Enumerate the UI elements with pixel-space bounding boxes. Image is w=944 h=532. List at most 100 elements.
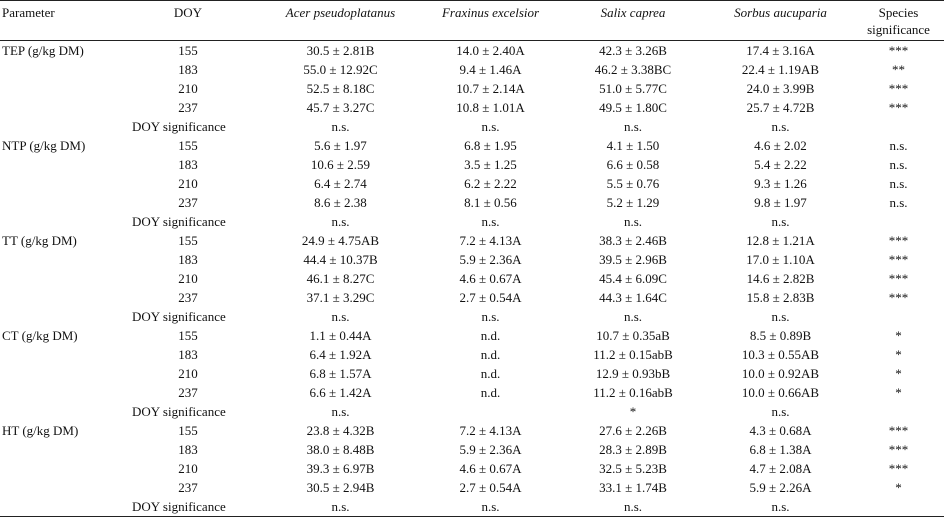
doy-cell: 210 — [178, 461, 198, 476]
value-cell: 46.1 ± 8.27C — [306, 271, 375, 286]
value-cell: 5.9 ± 2.36A — [459, 252, 522, 267]
parameter-cell — [0, 193, 118, 212]
table-row: 237 30.5 ± 2.94B 2.7 ± 0.54A 33.1 ± 1.74B 5.… — [0, 478, 944, 497]
doy-significance-value: n.s. — [331, 119, 350, 134]
doy-significance-value: n.s. — [623, 214, 643, 229]
doy-significance-value: n.s. — [771, 309, 790, 324]
value-cell: 9.3 ± 1.26 — [754, 176, 807, 191]
parameter-cell — [0, 478, 118, 497]
doy-cell: 183 — [178, 157, 198, 172]
value-cell: 6.4 ± 2.74 — [314, 176, 367, 191]
table-row: NTP (g/kg DM) 155 5.6 ± 1.97 6.8 ± 1.95 4.1 … — [0, 136, 944, 155]
doy-significance-value: n.s. — [623, 119, 643, 134]
parameter-cell — [0, 269, 118, 288]
value-cell: 14.6 ± 2.82B — [746, 271, 815, 286]
species-significance-cell: n.s. — [889, 176, 908, 191]
table-row: CT (g/kg DM) 155 1.1 ± 0.44A n.d. 10.7 ± 0.3… — [0, 326, 944, 345]
doy-significance-value: n.s. — [331, 214, 350, 229]
value-cell: 10.8 ± 1.01A — [456, 100, 525, 115]
value-cell: n.d. — [480, 328, 501, 343]
doy-significance-value: n.s. — [623, 499, 643, 514]
value-cell: 52.5 ± 8.18C — [306, 81, 375, 96]
species-significance-cell: n.s. — [889, 157, 908, 172]
empty-cell — [0, 497, 118, 517]
species-significance-cell: * — [895, 347, 902, 362]
value-cell: 15.8 ± 2.83B — [746, 290, 815, 305]
value-cell: 39.5 ± 2.96B — [599, 252, 667, 267]
value-cell: 9.4 ± 1.46A — [459, 62, 522, 77]
empty-cell — [853, 117, 944, 136]
table-row: 183 44.4 ± 10.37B 5.9 ± 2.36A 39.5 ± 2.96B 1… — [0, 250, 944, 269]
parameter-cell — [0, 459, 118, 478]
value-cell: 24.0 ± 3.99B — [746, 81, 815, 96]
doy-significance-value: n.s. — [331, 404, 350, 419]
parameter-cell — [0, 98, 118, 117]
value-cell: 6.8 ± 1.38A — [749, 442, 812, 457]
doy-cell: 155 — [178, 138, 198, 153]
header-species-sorbus: Sorbus aucuparia — [708, 0, 853, 41]
value-cell: 30.5 ± 2.81B — [306, 43, 375, 58]
value-cell: 9.8 ± 1.97 — [754, 195, 807, 210]
value-cell: 49.5 ± 1.80C — [599, 100, 667, 115]
doy-cell: 237 — [178, 385, 198, 400]
value-cell: 11.2 ± 0.15abB — [593, 347, 673, 362]
doy-significance-value: n.s. — [331, 309, 350, 324]
doy-significance-value — [423, 402, 558, 421]
table-row: 210 46.1 ± 8.27C 4.6 ± 0.67A 45.4 ± 6.09C 14… — [0, 269, 944, 288]
doy-significance-label: DOY significance — [132, 309, 226, 324]
value-cell: 6.6 ± 0.58 — [606, 157, 660, 172]
value-cell: 10.0 ± 0.92AB — [741, 366, 820, 381]
doy-significance-row: DOY significance n.s. * n.s. — [0, 402, 944, 421]
value-cell: 10.7 ± 0.35aB — [596, 328, 670, 343]
species-significance-cell: n.s. — [889, 138, 908, 153]
table-row: TT (g/kg DM) 155 24.9 ± 4.75AB 7.2 ± 4.13A 3… — [0, 231, 944, 250]
species-significance-cell: * — [895, 366, 902, 381]
parameter-cell: NTP (g/kg DM) — [2, 138, 86, 153]
parameter-cell — [0, 345, 118, 364]
value-cell: 8.1 ± 0.56 — [464, 195, 517, 210]
doy-significance-value: n.s. — [481, 214, 500, 229]
parameter-cell — [0, 383, 118, 402]
empty-cell — [0, 212, 118, 231]
doy-significance-value: n.s. — [481, 119, 500, 134]
doy-significance-value: * — [629, 404, 637, 419]
empty-cell — [853, 497, 944, 517]
doy-cell: 210 — [178, 176, 198, 191]
doy-significance-label: DOY significance — [132, 119, 226, 134]
doy-significance-label: DOY significance — [132, 404, 226, 419]
parameter-cell: TEP (g/kg DM) — [2, 43, 84, 58]
value-cell: 10.0 ± 0.66AB — [741, 385, 820, 400]
value-cell: 4.6 ± 2.02 — [754, 138, 807, 153]
table-row: 237 8.6 ± 2.38 8.1 ± 0.56 5.2 ± 1.29 9.8 ± 1… — [0, 193, 944, 212]
table-row: 210 6.8 ± 1.57A n.d. 12.9 ± 0.93bB 10.0 ± 0.… — [0, 364, 944, 383]
parameter-cell — [0, 174, 118, 193]
table-header: Parameter DOY Acer pseudoplatanus Fraxin… — [0, 0, 944, 41]
doy-significance-value: n.s. — [771, 404, 790, 419]
value-cell: 32.5 ± 5.23B — [599, 461, 667, 476]
parameter-cell — [0, 155, 118, 174]
value-cell: 12.9 ± 0.93bB — [595, 366, 671, 381]
header-species-salix: Salix caprea — [558, 0, 708, 41]
species-significance-cell: * — [895, 385, 902, 400]
species-significance-cell: * — [895, 328, 902, 343]
doy-cell: 237 — [178, 195, 198, 210]
doy-significance-value: n.s. — [771, 119, 790, 134]
doy-cell: 237 — [178, 480, 198, 495]
doy-cell: 183 — [178, 252, 198, 267]
value-cell: 7.2 ± 4.13A — [459, 233, 522, 248]
value-cell: 4.3 ± 0.68A — [749, 423, 812, 438]
doy-significance-row: DOY significance n.s. n.s. n.s. n.s. — [0, 497, 944, 517]
empty-cell — [0, 307, 118, 326]
parameter-cell: CT (g/kg DM) — [2, 328, 78, 343]
value-cell: 5.9 ± 2.36A — [459, 442, 522, 457]
table-body: TEP (g/kg DM) 155 30.5 ± 2.81B 14.0 ± 2.40A… — [0, 41, 944, 517]
doy-cell: 155 — [178, 233, 198, 248]
value-cell: 4.6 ± 0.67A — [459, 271, 522, 286]
value-cell: 10.7 ± 2.14A — [456, 81, 525, 96]
value-cell: 5.5 ± 0.76 — [606, 176, 660, 191]
doy-significance-row: DOY significance n.s. n.s. n.s. n.s. — [0, 212, 944, 231]
table-row: 237 37.1 ± 3.29C 2.7 ± 0.54A 44.3 ± 1.64C 15… — [0, 288, 944, 307]
header-species-fraxinus: Fraxinus excelsior — [423, 0, 558, 41]
value-cell: 4.1 ± 1.50 — [606, 138, 660, 153]
doy-cell: 183 — [178, 442, 198, 457]
